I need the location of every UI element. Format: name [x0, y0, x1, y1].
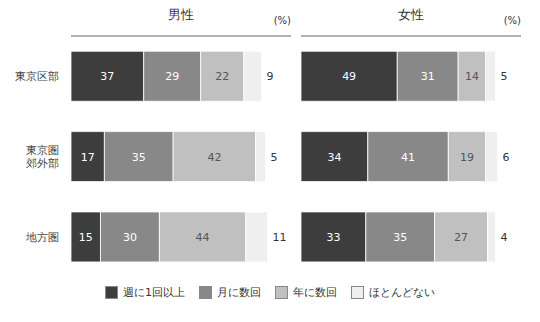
- svg-text:33: 33: [326, 231, 340, 244]
- svg-text:17: 17: [81, 151, 95, 164]
- svg-text:34: 34: [327, 151, 341, 164]
- svg-text:15: 15: [79, 231, 93, 244]
- svg-text:30: 30: [123, 231, 137, 244]
- svg-text:4: 4: [500, 231, 507, 244]
- html-text:女性: 女性: [398, 7, 424, 22]
- svg-text:5: 5: [500, 70, 507, 83]
- svg-text:11: 11: [272, 231, 286, 244]
- svg-text:49: 49: [342, 70, 356, 83]
- svg-text:14: 14: [465, 70, 479, 83]
- svg-text:9: 9: [267, 70, 274, 83]
- svg-text:東京区部: 東京区部: [15, 70, 59, 83]
- svg-text:41: 41: [401, 151, 415, 164]
- svg-text:35: 35: [132, 151, 146, 164]
- svg-text:19: 19: [460, 151, 474, 164]
- html-text:男性: 男性: [168, 7, 194, 22]
- html-text:ほとんどない: ほとんどない: [369, 286, 435, 299]
- svg-text:42: 42: [207, 151, 221, 164]
- svg-text:地方圏: 地方圏: [25, 231, 59, 244]
- svg-text:37: 37: [100, 70, 114, 83]
- svg-text:22: 22: [215, 70, 229, 83]
- svg-text:6: 6: [502, 151, 509, 164]
- html-text:週に1回以上: 週に1回以上: [123, 286, 185, 299]
- svg-text:35: 35: [393, 231, 407, 244]
- svg-text:5: 5: [270, 151, 277, 164]
- svg-text:31: 31: [421, 70, 435, 83]
- html-text:月に数回: 月に数回: [217, 286, 261, 299]
- html-text:年に数回: 年に数回: [293, 286, 337, 299]
- svg-text:44: 44: [196, 231, 210, 244]
- svg-text:東京圏郊外部: 東京圏郊外部: [26, 144, 59, 170]
- svg-text:27: 27: [454, 231, 468, 244]
- svg-text:29: 29: [165, 70, 179, 83]
